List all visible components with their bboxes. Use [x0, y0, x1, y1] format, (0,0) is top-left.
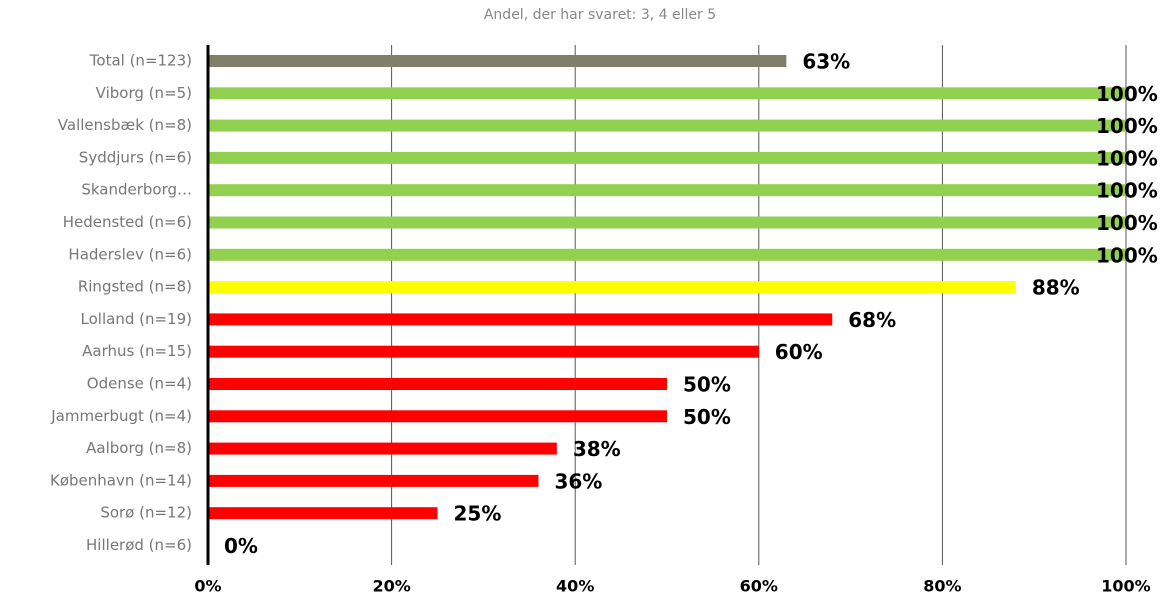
- y-tick-label: Syddjurs (n=6): [79, 148, 192, 166]
- bar: [208, 442, 557, 455]
- chart-title: Andel, der har svaret: 3, 4 eller 5: [484, 7, 716, 23]
- x-tick-label: 60%: [740, 577, 778, 595]
- value-label: 50%: [683, 373, 731, 397]
- value-label: 50%: [683, 405, 731, 429]
- bar: [208, 151, 1126, 164]
- y-tick-label: Vallensbæk (n=8): [58, 116, 192, 134]
- y-tick-label: Hillerød (n=6): [86, 536, 192, 554]
- value-label: 60%: [775, 340, 823, 364]
- y-tick-label: Total (n=123): [89, 52, 192, 70]
- value-label: 100%: [1096, 82, 1158, 106]
- y-tick-label: Skanderborg…: [81, 181, 192, 199]
- bar: [208, 345, 759, 358]
- bar: [208, 281, 1016, 294]
- x-tick-label: 40%: [556, 577, 594, 595]
- value-label: 100%: [1096, 179, 1158, 203]
- bar: [208, 184, 1126, 197]
- y-tick-label: Jammerbugt (n=4): [50, 407, 192, 425]
- bar: [208, 474, 539, 487]
- y-tick-label: Sorø (n=12): [100, 504, 192, 522]
- y-tick-label: Aarhus (n=15): [82, 342, 192, 360]
- y-tick-label: Odense (n=4): [87, 375, 192, 393]
- y-tick-label: Viborg (n=5): [96, 84, 192, 102]
- value-label: 25%: [454, 502, 502, 526]
- x-tick-label: 80%: [923, 577, 961, 595]
- value-label: 68%: [848, 308, 896, 332]
- value-label: 100%: [1096, 114, 1158, 138]
- value-label: 36%: [554, 469, 602, 493]
- y-tick-label: København (n=14): [50, 471, 192, 489]
- y-tick-label: Ringsted (n=8): [78, 278, 192, 296]
- bar: [208, 216, 1126, 229]
- bar: [208, 410, 667, 423]
- value-label: 100%: [1096, 146, 1158, 170]
- value-label: 88%: [1032, 276, 1080, 300]
- value-label: 100%: [1096, 243, 1158, 267]
- value-label: 100%: [1096, 211, 1158, 235]
- bar: [208, 378, 667, 390]
- bar: [208, 507, 438, 520]
- y-tick-label: Aalborg (n=8): [86, 439, 192, 457]
- bar: [208, 119, 1126, 132]
- bar: [208, 313, 833, 326]
- value-label: 38%: [573, 437, 621, 461]
- y-tick-label: Haderslev (n=6): [68, 245, 192, 263]
- bar: [208, 55, 787, 67]
- x-tick-label: 0%: [194, 577, 221, 595]
- y-tick-label: Lolland (n=19): [81, 310, 192, 328]
- bar: [208, 248, 1126, 261]
- x-tick-label: 20%: [372, 577, 410, 595]
- y-tick-label: Hedensted (n=6): [63, 213, 192, 231]
- x-tick-label: 100%: [1101, 577, 1150, 595]
- bar: [208, 87, 1126, 100]
- value-label: 63%: [802, 50, 850, 74]
- value-label: 0%: [224, 534, 258, 558]
